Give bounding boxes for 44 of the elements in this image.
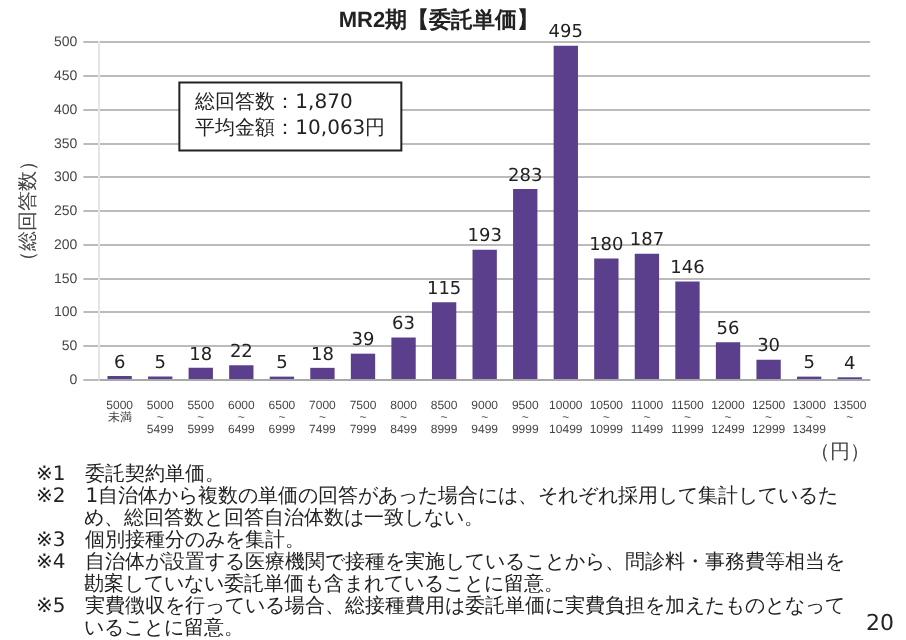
bar bbox=[350, 353, 376, 379]
data-label: 4 bbox=[843, 354, 856, 375]
bar bbox=[310, 367, 335, 379]
data-label: 6 bbox=[113, 353, 126, 374]
bar bbox=[634, 253, 660, 379]
text: ※2 1自治体から複数の単価の回答があった場合には、それぞれ採用して集計しているため、総回答数と回答自治体数は一致しない。 bbox=[36, 486, 841, 530]
annotation: 平均金額：10,063円 bbox=[195, 115, 386, 140]
bar bbox=[188, 367, 213, 379]
data-label: 146 bbox=[670, 259, 706, 280]
data-label: 18 bbox=[310, 345, 335, 366]
data-label: 193 bbox=[467, 227, 502, 248]
bar bbox=[594, 258, 619, 379]
data-label: 22 bbox=[229, 342, 253, 363]
data-label: 63 bbox=[392, 315, 416, 336]
data-label: 5 bbox=[154, 354, 166, 375]
data-label: 30 bbox=[757, 337, 781, 358]
bar bbox=[513, 188, 538, 379]
data-label: 180 bbox=[589, 236, 625, 257]
data-label: 18 bbox=[189, 345, 213, 366]
text: ※3 個別接種分のみを集計。 bbox=[36, 530, 306, 552]
data-label: 495 bbox=[548, 23, 583, 44]
text: 20 bbox=[866, 610, 894, 636]
data-label: 115 bbox=[426, 280, 462, 301]
x-axis-title: （円） bbox=[810, 441, 870, 464]
text: ※5 実費徴収を行っている場合、総接種費用は委託単価に実費負担を加えたものとなっていることに留意。 bbox=[36, 596, 848, 640]
bar bbox=[391, 337, 416, 379]
text: ※1 委託契約単価。 bbox=[36, 464, 228, 486]
bar bbox=[675, 281, 700, 379]
annotation: 総回答数：1,870 bbox=[193, 89, 353, 114]
chart-title: MR2期【委託単価】 bbox=[338, 7, 540, 34]
bar bbox=[472, 249, 497, 379]
bar bbox=[756, 359, 781, 379]
y-axis-title: （総回答数） bbox=[15, 151, 40, 272]
data-label: 56 bbox=[716, 319, 741, 340]
bar bbox=[431, 302, 457, 379]
data-label: 5 bbox=[276, 354, 288, 375]
bar bbox=[229, 365, 254, 379]
bar bbox=[553, 45, 578, 379]
bar bbox=[715, 342, 741, 379]
data-label: 39 bbox=[351, 331, 375, 352]
data-label: 5 bbox=[803, 354, 815, 375]
data-label: 187 bbox=[629, 231, 665, 252]
data-label: 283 bbox=[508, 166, 543, 187]
text: ※4 自治体が設置する医療機関で接種を実施していることから、問診料・事務費等相当を勘案していない委託単価も含まれていることに留意。 bbox=[36, 552, 848, 596]
